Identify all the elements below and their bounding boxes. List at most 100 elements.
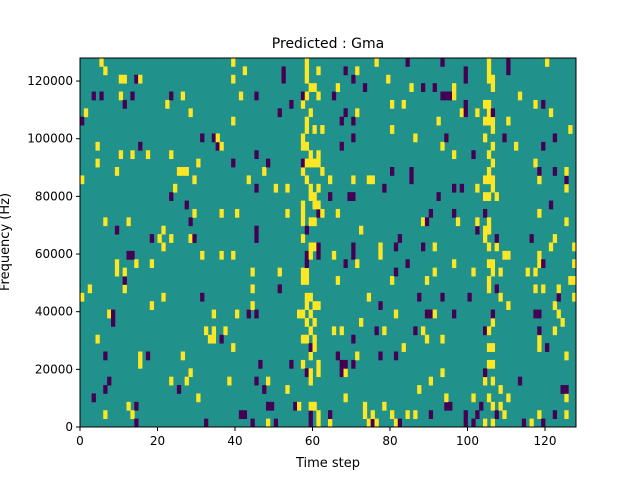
heatmap-cell (355, 259, 360, 269)
heatmap-cell (483, 175, 488, 185)
heatmap-cell (138, 141, 143, 151)
heatmap-cell (393, 242, 399, 252)
heatmap-cell (289, 99, 294, 109)
heatmap-cell (517, 376, 523, 386)
heatmap-cell (397, 418, 403, 428)
heatmap-cell (502, 133, 507, 143)
heatmap-cell (300, 91, 306, 101)
heatmap-cell (529, 418, 534, 428)
heatmap-cell (281, 66, 286, 76)
heatmap-cell (463, 99, 468, 109)
heatmap-cell (424, 276, 430, 285)
heatmap-cell (490, 267, 496, 277)
heatmap-cell (537, 334, 542, 344)
heatmap-cell (428, 208, 434, 218)
heatmap-cell (355, 108, 360, 118)
heatmap-cell (483, 376, 488, 386)
heatmap-cell (235, 309, 240, 319)
heatmap-cell (347, 192, 352, 201)
heatmap-cell (409, 175, 414, 185)
heatmap-cell (180, 167, 186, 176)
heatmap-cell (413, 133, 418, 143)
heatmap-cell (486, 58, 492, 67)
x-axis-label: Time step (295, 456, 360, 471)
heatmap-cell (114, 167, 120, 176)
heatmap-cell (541, 141, 546, 151)
heatmap-cell (204, 326, 209, 336)
heatmap-cell (486, 326, 492, 336)
heatmap-cell (161, 292, 166, 302)
heatmap-cell (490, 259, 496, 269)
heatmap-cell (188, 368, 193, 378)
heatmap-cell (328, 192, 333, 201)
heatmap-cell (304, 317, 310, 327)
heatmap-cell (320, 125, 325, 134)
heatmap-cell (486, 284, 492, 294)
heatmap-cell (440, 91, 445, 101)
heatmap-cell (312, 242, 317, 252)
heatmap-cell (421, 242, 426, 252)
heatmap-cell (490, 418, 496, 428)
heatmap-cell (463, 66, 468, 76)
heatmap-cell (114, 225, 120, 235)
heatmap-cell (316, 208, 321, 218)
heatmap-cell (533, 158, 538, 168)
heatmap-cell (250, 418, 255, 428)
heatmap-cell (362, 410, 368, 420)
heatmap-cell (277, 108, 282, 118)
heatmap-cell (231, 58, 236, 67)
heatmap-cell (308, 309, 313, 319)
heatmap-cell (211, 309, 217, 319)
heatmap-cell (184, 167, 189, 176)
heatmap-cell (494, 284, 499, 294)
heatmap-cell (215, 141, 220, 151)
heatmap-cell (254, 234, 259, 243)
heatmap-cell (560, 317, 565, 327)
heatmap-cell (328, 410, 333, 420)
heatmap-cell (405, 410, 410, 420)
heatmap-cell (343, 259, 348, 269)
heatmap-cell (378, 250, 383, 260)
heatmap-cell (552, 301, 558, 310)
heatmap-cell (432, 267, 437, 277)
heatmap-cell (300, 234, 306, 243)
heatmap-cell (335, 351, 341, 361)
heatmap-cell (552, 326, 558, 336)
heatmap-cell (246, 309, 251, 319)
heatmap-cell (266, 376, 271, 386)
heatmap-cell (537, 208, 542, 218)
heatmap-cell (281, 74, 286, 84)
heatmap-cell (471, 393, 476, 403)
heatmap-cell (316, 183, 321, 193)
heatmap-cell (370, 175, 375, 185)
heatmap-cell (304, 334, 310, 344)
heatmap-cell (486, 175, 492, 185)
heatmap-cell (246, 175, 251, 185)
heatmap-cell (335, 208, 341, 218)
heatmap-cell (308, 376, 313, 386)
heatmap-cell (300, 267, 306, 277)
heatmap-cell (103, 351, 108, 361)
heatmap-cell (200, 250, 205, 260)
heatmap-cell (192, 175, 197, 185)
heatmap-cell (564, 351, 569, 361)
heatmap-cell (362, 83, 368, 92)
heatmap-cell (138, 351, 143, 361)
heatmap-cell (312, 125, 317, 134)
heatmap-cell (483, 225, 488, 235)
heatmap-cell (428, 309, 434, 319)
heatmap-cell (490, 83, 496, 92)
heatmap-cell (149, 259, 155, 269)
heatmap-cell (483, 116, 488, 126)
heatmap-cell (343, 368, 348, 378)
heatmap-cell (300, 133, 306, 143)
heatmap-cell (114, 259, 120, 269)
heatmap-cell (486, 259, 492, 269)
heatmap-cell (386, 74, 391, 84)
heatmap-cell (541, 284, 546, 294)
heatmap-cell (390, 99, 395, 109)
heatmap-cell (517, 91, 523, 101)
heatmap-cell (339, 326, 344, 336)
heatmap-cell (366, 175, 372, 185)
heatmap-cell (390, 410, 395, 420)
